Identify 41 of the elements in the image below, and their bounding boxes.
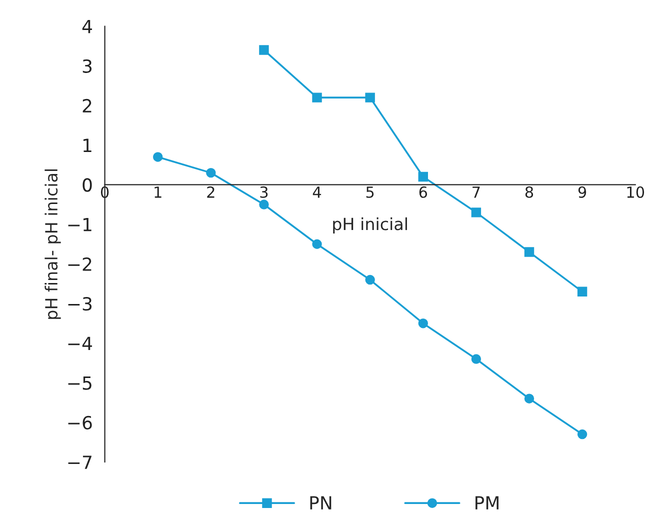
y-tick-label: −2	[68, 257, 92, 271]
point	[206, 168, 216, 178]
point	[471, 354, 482, 364]
point	[471, 208, 482, 218]
x-tick-label: 1	[154, 186, 162, 198]
point	[418, 172, 428, 182]
legend-label: PM	[476, 496, 498, 510]
y-tick-label: 4	[82, 20, 92, 34]
y-tick-label: −5	[68, 376, 92, 390]
point	[577, 429, 588, 440]
legend-label: PN	[310, 496, 332, 510]
y-tick-label: 2	[82, 98, 92, 112]
point	[524, 247, 534, 257]
point	[418, 318, 428, 328]
y-tick-label: −1	[68, 218, 92, 232]
y-tick-label: 3	[82, 59, 92, 73]
x-axis-title: pH inicial	[333, 217, 407, 234]
x-tick-label: 7	[472, 186, 480, 198]
x-tick-label: 4	[312, 186, 322, 198]
x-tick-label: 8	[525, 186, 534, 198]
point	[312, 239, 322, 249]
point	[259, 45, 269, 55]
point	[152, 152, 163, 162]
y-tick-label: −6	[68, 416, 92, 430]
y-tick-label: 1	[83, 138, 92, 152]
x-tick-label: 9	[578, 186, 586, 198]
point	[365, 92, 375, 102]
point	[524, 394, 534, 404]
x-tick-label: 2	[207, 186, 214, 198]
y-tick-label: −4	[68, 336, 92, 350]
x-tick-label: 5	[366, 186, 374, 198]
y-tick-label: −7	[68, 456, 92, 469]
x-tick-label: 3	[260, 186, 268, 198]
point	[312, 92, 322, 102]
x-tick-label: 10	[627, 186, 644, 198]
point	[365, 274, 375, 285]
point	[259, 200, 269, 210]
y-axis-title: pH final- pH inicial	[44, 169, 61, 319]
x-tick-label: 6	[419, 186, 428, 198]
y-tick-label: −3	[68, 297, 92, 311]
point	[577, 286, 588, 297]
